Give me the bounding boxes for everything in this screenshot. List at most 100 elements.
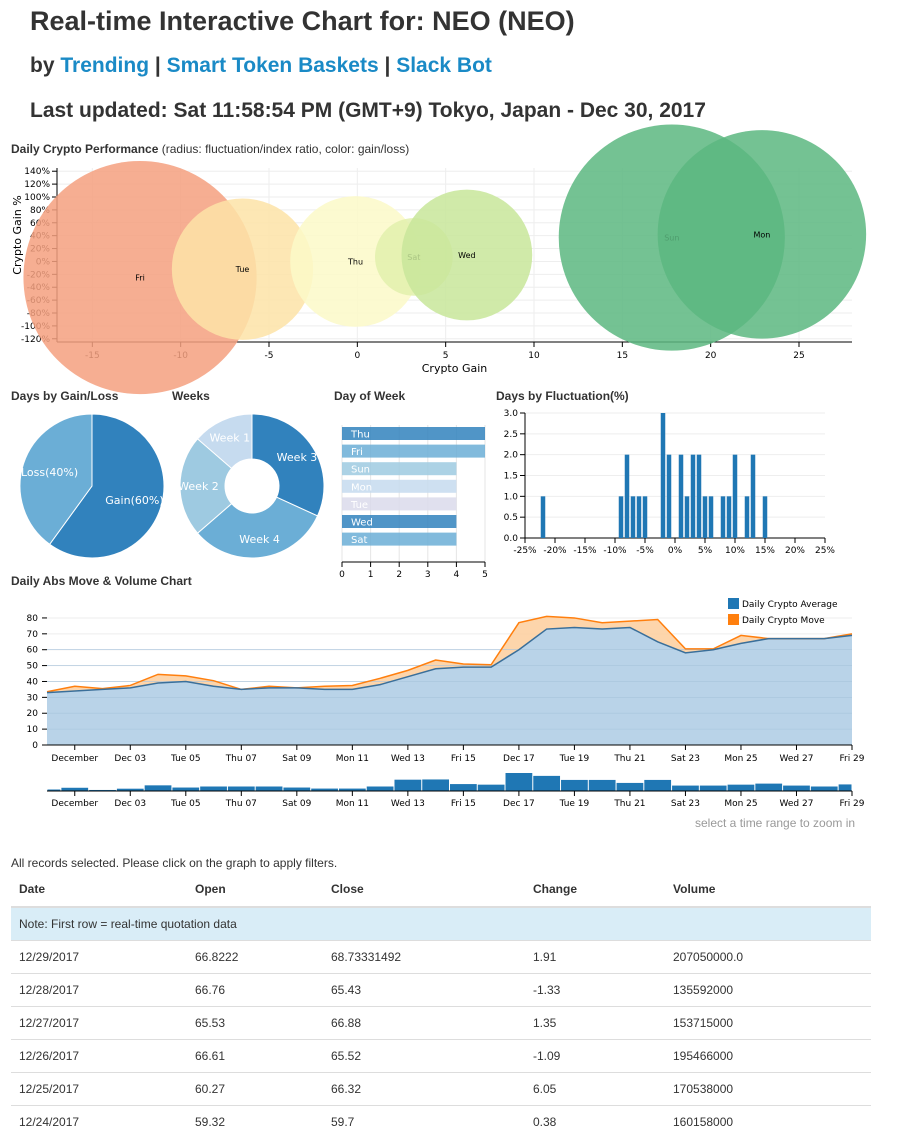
gainloss-pie-chart[interactable]: Gain(60%) Loss(40%) [0,405,170,565]
histogram-bar [702,496,708,538]
x-tick-label: 1 [368,570,374,580]
page-title: Real-time Interactive Chart for: NEO (NE… [30,6,575,36]
y-tick-label: 120% [24,180,50,190]
bubble-chart-title: Daily Crypto Performance (radius: fluctu… [11,142,409,156]
histogram-bar [726,496,732,538]
table-row[interactable]: 12/25/2017 60.27 66.32 6.05 170538000 [11,1072,871,1106]
y-tick-label: 1.5 [504,472,518,482]
x-tick-label: Mon 25 [724,754,757,764]
col-close[interactable]: Close [323,872,525,908]
dayofweek-bar-chart[interactable]: 0 1 2 3 4 5 Thu Fri Sun Mon Tue Wed Sat [330,405,500,580]
bar-label: Wed [351,518,373,529]
bubble-label: Mon [753,230,770,239]
volume-bar [588,779,616,791]
y-tick-label: 20 [27,709,39,719]
volume-range-chart[interactable]: December Dec 03 Tue 05 Thu 07 Sat 09 Mon 11 We… [0,765,907,815]
cell-volume: 195466000 [665,1039,871,1073]
table-header-row: Date Open Close Change Volume [11,872,871,908]
cell-open: 66.61 [187,1039,323,1073]
weeks-donut-chart[interactable]: Week 3 Week 4 Week 2 Week 1 [170,405,335,565]
col-open[interactable]: Open [187,872,323,908]
table-row[interactable]: 12/26/2017 66.61 65.52 -1.09 195466000 [11,1039,871,1073]
cell-date: 12/28/2017 [11,973,187,1007]
x-tick-label: Fri 29 [839,799,864,809]
volume-bar [283,787,311,791]
x-tick-label: Dec 17 [503,799,535,809]
x-tick-label: -25% [513,546,537,556]
x-tick-label: Dec 03 [114,754,146,764]
cell-date: 12/25/2017 [11,1072,187,1106]
table-row[interactable]: 12/29/2017 66.8222 68.73331492 1.91 20705000… [11,940,871,974]
volume-bar [505,773,533,791]
y-tick-label: 2.0 [504,451,519,461]
bubble-subtitle-text: (radius: fluctuation/index ratio, color:… [161,142,410,156]
link-smart-token-baskets[interactable]: Smart Token Baskets [166,54,379,77]
x-tick-label: -5% [636,546,654,556]
x-tick-label: Tue 05 [170,754,201,764]
volume-bar [838,784,852,791]
table-row[interactable]: 12/27/2017 65.53 66.88 1.35 153715000 [11,1006,871,1040]
pie-slice-label: Week 4 [239,533,280,546]
y-tick-label: 30 [27,693,39,703]
x-tick-label: Fri 15 [451,754,476,764]
y-tick-label: 0 [32,741,38,751]
separator: | [154,54,161,77]
x-tick-label: 2 [396,570,402,580]
y-tick-label: -120% [21,335,50,345]
cell-change: 1.91 [525,940,665,974]
volume-bar [533,775,561,791]
link-trending[interactable]: Trending [60,54,150,77]
last-updated: Last updated: Sat 11:58:54 PM (GMT+9) To… [30,99,706,122]
table-row[interactable]: 12/24/2017 59.32 59.7 0.38 160158000 [11,1105,871,1138]
volume-bar [338,788,366,791]
bar-label: Thu [350,430,370,441]
histogram-bar [540,496,546,538]
volume-bar [727,784,755,791]
bubble-chart[interactable]: -120%-100%-80%-60%-40%-20%0%20%40%60%80%… [0,124,907,395]
histogram-bar [660,413,666,538]
x-tick-label: Sat 09 [282,754,311,764]
fluct-title: Days by Fluctuation(%) [496,389,629,403]
x-tick-label: 5 [443,351,449,361]
bar-sat [342,532,457,546]
histogram-bar [696,454,702,538]
x-tick-label: 15% [755,546,775,556]
x-tick-label: 10% [725,546,745,556]
bar-tue [342,497,457,511]
x-tick-label: -5 [265,351,274,361]
cell-close: 59.7 [323,1105,525,1138]
bubble-wed [401,189,533,321]
histogram-bar [630,496,636,538]
fluctuation-histogram[interactable]: 0.0 0.5 1.0 1.5 2.0 2.5 3.0 -25% -20% -15% -10% -5%… [495,405,840,570]
bar-wed [342,515,457,528]
volume-bar [561,779,588,791]
legend-label: Daily Crypto Average [742,600,838,610]
y-tick-label: 50 [27,662,39,672]
separator: | [384,54,391,77]
pie-slice-label: Week 1 [209,431,250,444]
cell-open: 59.32 [187,1105,323,1138]
y-tick-label: 0.0 [504,534,519,544]
x-tick-label: Tue 19 [559,799,590,809]
by-prefix: by [30,54,55,77]
pie-slice-label: Gain(60%) [105,494,163,507]
x-tick-label: Mon 11 [336,754,369,764]
col-date[interactable]: Date [11,872,187,908]
x-tick-label: Tue 05 [170,799,201,809]
volume-bar [810,786,838,791]
legend-swatch [728,598,739,609]
cell-date: 12/24/2017 [11,1105,187,1138]
histogram-bar [678,454,684,538]
link-slack-bot[interactable]: Slack Bot [396,54,492,77]
absmove-area-chart[interactable]: 0 10 20 30 40 50 60 70 80 December Dec 03 Tue 05 Thu… [0,590,907,770]
histogram-bar [744,496,750,538]
y-tick-label: 80 [27,614,39,624]
col-volume[interactable]: Volume [665,872,871,908]
x-tick-label: Mon 11 [336,799,369,809]
table-row[interactable]: 12/28/2017 66.76 65.43 -1.33 135592000 [11,973,871,1007]
dayofweek-title: Day of Week [334,389,406,403]
cell-close: 68.73331492 [323,940,525,974]
x-tick-label: 20% [785,546,805,556]
col-change[interactable]: Change [525,872,665,908]
volume-bar [644,779,672,791]
